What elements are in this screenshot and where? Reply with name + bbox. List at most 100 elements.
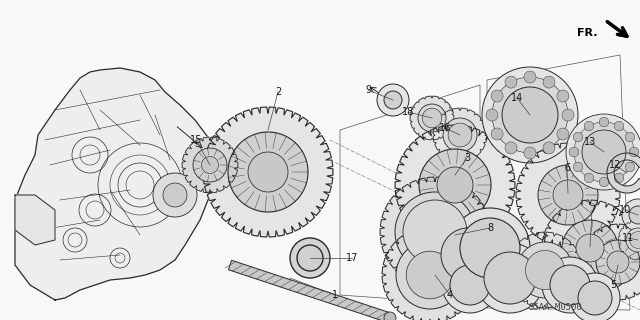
Text: 17: 17: [346, 253, 358, 263]
Circle shape: [384, 312, 396, 320]
Text: 13: 13: [584, 137, 596, 147]
Circle shape: [629, 206, 640, 224]
Circle shape: [576, 234, 604, 262]
Circle shape: [553, 180, 583, 210]
Circle shape: [543, 76, 555, 88]
Circle shape: [566, 114, 640, 190]
Circle shape: [562, 109, 574, 121]
Polygon shape: [618, 220, 640, 260]
Circle shape: [622, 199, 640, 231]
Circle shape: [626, 228, 640, 252]
Polygon shape: [516, 143, 620, 247]
Circle shape: [542, 257, 598, 313]
Circle shape: [550, 265, 590, 305]
Polygon shape: [382, 227, 478, 320]
Circle shape: [524, 71, 536, 83]
Circle shape: [599, 177, 609, 187]
Circle shape: [525, 250, 564, 290]
Circle shape: [448, 123, 472, 147]
Circle shape: [614, 121, 624, 131]
Text: 8: 8: [487, 223, 493, 233]
Circle shape: [517, 242, 573, 298]
Text: S5AA-M0500: S5AA-M0500: [528, 303, 582, 313]
Circle shape: [484, 252, 536, 304]
Circle shape: [153, 173, 197, 217]
Circle shape: [482, 67, 578, 163]
Polygon shape: [410, 96, 454, 140]
Text: 6: 6: [564, 163, 570, 173]
Circle shape: [460, 218, 520, 278]
Circle shape: [437, 167, 473, 203]
Circle shape: [441, 228, 495, 282]
Polygon shape: [395, 125, 515, 245]
Polygon shape: [542, 200, 638, 296]
Circle shape: [193, 148, 227, 182]
Text: 3: 3: [464, 153, 470, 163]
Circle shape: [584, 173, 594, 183]
Text: 18: 18: [402, 107, 414, 117]
Circle shape: [442, 257, 498, 313]
Circle shape: [596, 240, 640, 284]
Text: 11: 11: [622, 233, 634, 243]
Circle shape: [557, 90, 569, 102]
Circle shape: [450, 265, 490, 305]
Text: FR.: FR.: [577, 28, 598, 38]
Circle shape: [450, 208, 530, 288]
Circle shape: [290, 238, 330, 278]
Circle shape: [297, 245, 323, 271]
Circle shape: [475, 243, 545, 313]
Circle shape: [582, 130, 626, 174]
Circle shape: [599, 117, 609, 127]
Text: 16: 16: [439, 123, 451, 133]
Circle shape: [629, 147, 639, 157]
Circle shape: [395, 192, 475, 272]
Circle shape: [630, 232, 640, 248]
Circle shape: [248, 152, 288, 192]
Circle shape: [573, 132, 583, 142]
Circle shape: [422, 108, 442, 128]
Circle shape: [578, 281, 612, 315]
Polygon shape: [15, 68, 215, 300]
Text: 14: 14: [511, 93, 523, 103]
Polygon shape: [228, 260, 392, 320]
Text: 2: 2: [275, 87, 281, 97]
Circle shape: [573, 162, 583, 172]
Circle shape: [625, 162, 635, 172]
Polygon shape: [433, 108, 487, 162]
Circle shape: [502, 87, 558, 143]
Circle shape: [557, 128, 569, 140]
Circle shape: [419, 149, 491, 221]
Circle shape: [562, 220, 618, 276]
Circle shape: [607, 251, 629, 273]
Polygon shape: [380, 177, 490, 287]
Circle shape: [443, 118, 477, 152]
Text: 15: 15: [190, 135, 202, 145]
Circle shape: [584, 121, 594, 131]
Circle shape: [377, 84, 409, 116]
Circle shape: [486, 109, 498, 121]
Circle shape: [384, 91, 402, 109]
Polygon shape: [182, 137, 238, 193]
Circle shape: [524, 147, 536, 159]
Circle shape: [492, 77, 568, 153]
Circle shape: [491, 128, 503, 140]
Circle shape: [403, 200, 467, 264]
Circle shape: [543, 142, 555, 154]
Circle shape: [228, 132, 308, 212]
Text: 7: 7: [589, 205, 595, 215]
Circle shape: [569, 147, 579, 157]
Polygon shape: [607, 153, 640, 193]
Text: 10: 10: [619, 205, 631, 215]
Text: 12: 12: [609, 160, 621, 170]
Text: 1: 1: [332, 290, 338, 300]
Circle shape: [418, 104, 446, 132]
Polygon shape: [580, 224, 640, 300]
Circle shape: [406, 251, 454, 299]
Text: 4: 4: [447, 290, 453, 300]
Circle shape: [407, 204, 463, 260]
Circle shape: [202, 156, 218, 173]
Circle shape: [505, 142, 517, 154]
Circle shape: [538, 165, 598, 225]
Text: 5: 5: [610, 280, 616, 290]
Circle shape: [570, 273, 620, 320]
